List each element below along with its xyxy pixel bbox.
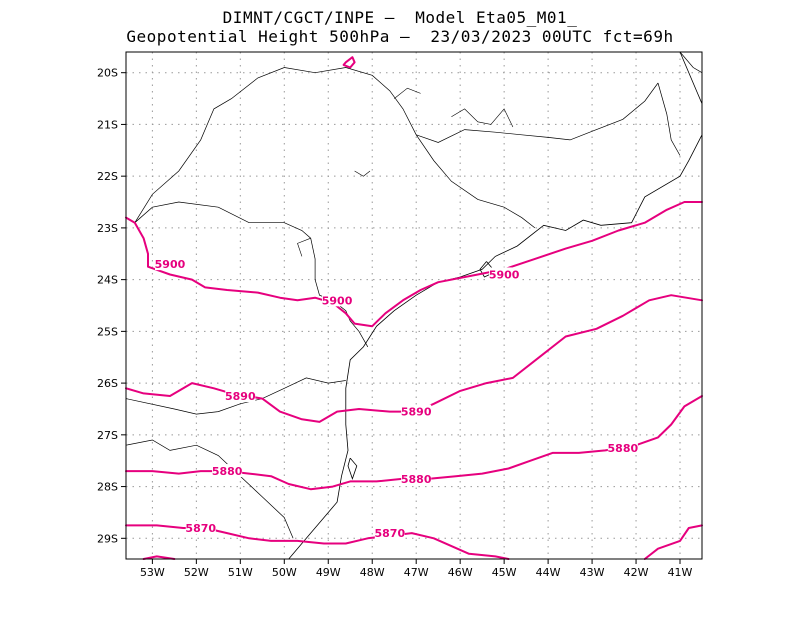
contour-5890 [125,294,703,423]
contour-label-bg [322,293,353,307]
state-border [134,67,536,229]
contour-label: 5900 [155,258,186,271]
state-border [125,439,294,539]
contour-segment [643,524,703,560]
tick-label-lon: 51W [228,566,253,579]
coastline [679,51,703,104]
contour-5900 [125,201,703,328]
contour-label: 5880 [212,465,243,478]
contour-label-bg [185,520,216,534]
contour-label: 5890 [401,406,432,419]
contour-label-bg [607,440,638,454]
river-line [354,170,371,177]
tick-label-lon: 46W [448,566,473,579]
contour-label: 5890 [225,390,256,403]
contour-label-bg [212,464,243,478]
tick-label-lat: 27S [97,429,118,442]
tick-label-lon: 44W [536,566,561,579]
chart-title-line-2: Geopotential Height 500hPa – 23/03/2023 … [126,27,674,46]
contour-label: 5900 [489,268,520,281]
contour-label: 5870 [185,522,216,535]
river-line [297,237,311,257]
river-line [394,87,421,99]
contour-label-bg [401,471,432,485]
tick-label-lon: 41W [668,566,693,579]
tick-label-lat: 20S [97,67,118,80]
tick-label-lon: 49W [316,566,341,579]
contour-label: 5900 [322,294,353,307]
tick-label-lat: 23S [97,222,118,235]
state-border [679,51,703,74]
contour-segment [142,555,176,560]
contour-label: 5880 [401,473,432,486]
contour-label-bg [154,257,185,271]
contour-labels-layer: 5900 5900 5900 5890 5890 5880 5880 5880 5870 5870 [155,257,639,540]
axis-ticks-layer: 53W 52W 51W 50W 49W 48W 47W 46W 45W 44W 43W 42W 41W 2… [97,67,693,579]
contour-label-bg [225,389,256,403]
tick-label-lat: 28S [97,481,118,494]
contour-label-bg [401,404,432,418]
tick-label-lon: 42W [624,566,649,579]
tick-label-lon: 47W [404,566,429,579]
tick-label-lon: 48W [360,566,385,579]
state-border [416,82,659,143]
tick-label-lon: 53W [140,566,165,579]
contour-label-bg [489,267,520,281]
contour-label-bg [374,526,405,540]
tick-label-lon: 52W [184,566,209,579]
tick-label-lon: 43W [580,566,605,579]
plot-frame [125,51,703,560]
tick-label-lat: 29S [97,532,118,545]
tick-label-lat: 22S [97,170,118,183]
tick-label-lon: 45W [492,566,517,579]
contour-5870 [125,524,510,560]
coastline [288,134,703,560]
contour-label: 5880 [608,442,639,455]
tick-label-lat: 26S [97,377,118,390]
chart-title-line-1: DIMNT/CGCT/INPE – Model Eta05_M01_ [222,8,578,27]
coastline [347,457,358,481]
tick-label-lat: 24S [97,274,118,287]
river-line [451,108,514,128]
contour-label: 5870 [375,527,406,540]
tick-label-lat: 21S [97,118,118,131]
contour-segment [342,56,356,69]
tick-label-lon: 50W [272,566,297,579]
tick-label-lat: 25S [97,325,118,338]
state-border [657,82,681,156]
